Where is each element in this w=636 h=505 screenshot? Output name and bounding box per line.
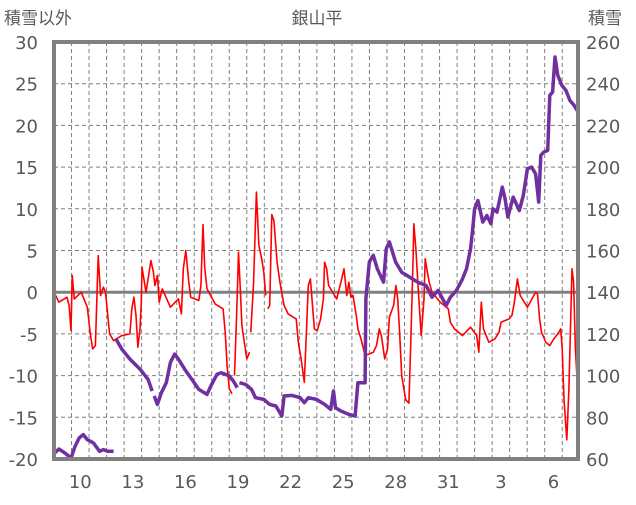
right-tick-label: 160: [586, 242, 620, 263]
chart-title: 銀山平: [292, 9, 343, 29]
x-tick-label: 19: [227, 472, 250, 493]
left-axis-title: 積雪以外: [4, 9, 72, 29]
plot-frame: [52, 40, 580, 461]
x-tick-label: 31: [437, 472, 460, 493]
left-tick-label: -15: [9, 408, 38, 429]
right-tick-label: 260: [586, 33, 620, 54]
x-tick-label: 3: [495, 472, 506, 493]
x-tick-label: 28: [384, 472, 407, 493]
x-tick-label: 22: [279, 472, 302, 493]
right-tick-label: 140: [586, 283, 620, 304]
x-tick-label: 16: [174, 472, 197, 493]
x-tick-label: 6: [548, 472, 559, 493]
left-tick-label: 10: [15, 200, 38, 221]
x-tick-label: 10: [69, 472, 92, 493]
left-tick-label: 20: [15, 116, 38, 137]
right-tick-label: 220: [586, 116, 620, 137]
left-tick-label: -10: [9, 367, 38, 388]
gridlines: [54, 42, 578, 459]
x-tick-label: 13: [121, 472, 144, 493]
right-tick-label: 60: [586, 450, 609, 471]
right-tick-label: 240: [586, 75, 620, 96]
series-lines: [52, 55, 580, 460]
left-tick-label: 30: [15, 33, 38, 54]
left-tick-label: 0: [27, 283, 38, 304]
series-line-snow-depth: [52, 55, 580, 460]
left-tick-label: 5: [27, 242, 38, 263]
left-tick-label: -20: [9, 450, 38, 471]
left-tick-label: 25: [15, 75, 38, 96]
right-tick-label: 180: [586, 200, 620, 221]
series-line-temperature: [53, 191, 579, 441]
right-axis-title: 積雪: [588, 9, 622, 29]
right-tick-label: 80: [586, 408, 609, 429]
right-tick-label: 100: [586, 367, 620, 388]
left-tick-label: 15: [15, 158, 38, 179]
left-tick-label: -5: [20, 325, 38, 346]
right-tick-label: 120: [586, 325, 620, 346]
right-tick-label: 200: [586, 158, 620, 179]
axis-labels: 30 25 20 15 10 5 0 -5 -10 -15 -20 260 240 220 200 180 16…: [9, 33, 621, 493]
x-tick-label: 25: [332, 472, 355, 493]
